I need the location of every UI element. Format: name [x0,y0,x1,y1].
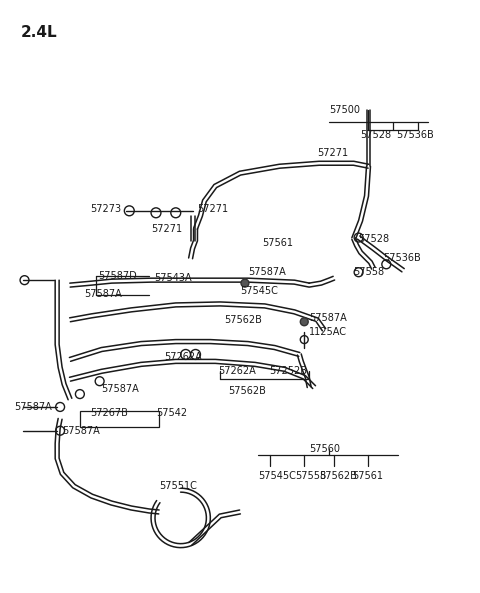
Text: 57551C: 57551C [159,481,197,491]
Text: 57545C: 57545C [258,471,296,482]
Text: 57528: 57528 [360,129,392,139]
Text: 57528: 57528 [359,234,390,244]
Text: 57545C: 57545C [240,286,278,296]
Text: 57561: 57561 [353,471,384,482]
Text: 57267B: 57267B [90,408,128,418]
Circle shape [300,318,308,326]
Text: 57587A: 57587A [84,289,121,299]
Text: 57558: 57558 [354,267,385,278]
Text: 57587A: 57587A [102,384,139,394]
Text: 57562B: 57562B [319,471,357,482]
Text: 57587A: 57587A [62,426,100,436]
Text: 57262A: 57262A [218,366,256,377]
Text: 57560: 57560 [309,444,340,454]
Circle shape [241,279,249,287]
FancyBboxPatch shape [80,411,159,427]
Text: 57500: 57500 [329,105,360,115]
Text: 57271: 57271 [151,224,182,234]
Text: 1125AC: 1125AC [309,327,347,337]
Text: 57587D: 57587D [99,271,137,281]
Text: 57543A: 57543A [154,273,192,283]
Text: 57252B: 57252B [270,366,308,377]
Text: 57561: 57561 [262,238,293,247]
Text: 57558: 57558 [295,471,326,482]
Text: 57262A: 57262A [164,352,202,362]
Text: 57587A: 57587A [248,267,286,278]
Text: 57587A: 57587A [14,402,52,412]
Text: 57273: 57273 [90,204,121,214]
Text: 57542: 57542 [156,408,187,418]
Text: 57587A: 57587A [309,313,347,323]
Text: 2.4L: 2.4L [21,24,57,40]
Text: 57536B: 57536B [384,253,421,263]
Text: 57562B: 57562B [224,315,262,325]
Text: 57271: 57271 [317,148,348,158]
Text: 57271: 57271 [197,204,228,214]
Text: 57562B: 57562B [228,386,266,396]
Text: 57536B: 57536B [396,129,434,139]
